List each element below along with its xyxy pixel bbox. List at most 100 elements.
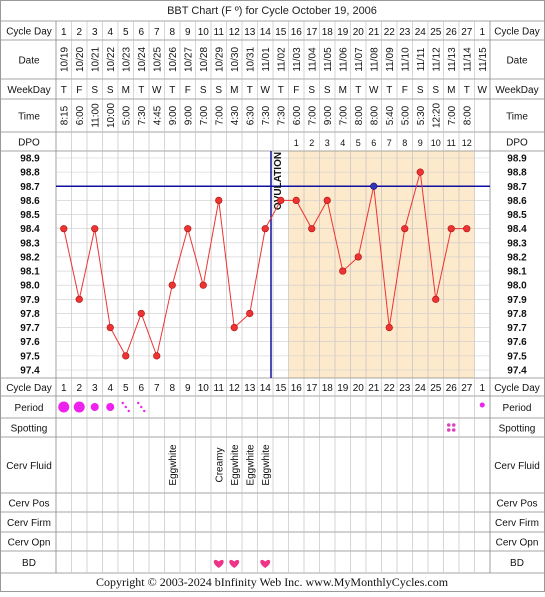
time-cell: 5:00 (400, 105, 411, 125)
cerv-fluid-cell: Creamy (214, 447, 225, 482)
date-cell: 10/31 (245, 47, 256, 72)
cycle-day-cell: 10 (198, 27, 210, 38)
row-label-right: Cerv Fluid (494, 461, 540, 472)
row-label-left: Date (18, 56, 40, 67)
period-medium-marker (106, 403, 115, 411)
weekday-cell: T (169, 85, 175, 96)
y-tick-label-left: 98.5 (20, 210, 40, 221)
row-label-left: Time (18, 112, 40, 123)
cycle-day-cell: 6 (138, 383, 144, 394)
date-cell: 10/23 (121, 47, 132, 72)
bd-heart-icon (229, 559, 240, 568)
date-cell: 10/21 (90, 47, 101, 72)
date-cell: 10/25 (152, 47, 163, 72)
cycle-day-cell: 18 (322, 27, 334, 38)
y-tick-label-left: 98.7 (20, 182, 40, 193)
time-cell: 4:30 (230, 105, 241, 125)
row-label-left: WeekDay (7, 85, 50, 96)
temperature-point (122, 352, 130, 360)
weekday-cell: T (386, 85, 392, 96)
y-tick-label-right: 97.8 (507, 309, 527, 320)
time-cell: 7:00 (199, 105, 210, 125)
date-cell: 11/01 (261, 47, 272, 72)
temperature-point (277, 196, 285, 204)
y-tick-label-right: 98.8 (507, 168, 527, 179)
date-cell: 11/04 (307, 47, 318, 72)
period-dot (140, 405, 143, 409)
time-cell: 5:30 (416, 105, 427, 125)
period-dot (124, 405, 127, 409)
temperature-point (246, 309, 254, 318)
cerv-fluid-cell: Eggwhite (230, 444, 241, 486)
copyright-text: Copyright © 2003-2024 bInfinity Web Inc.… (96, 575, 449, 589)
cerv-fluid-cell: Eggwhite (168, 444, 179, 486)
cycle-day-cell: 25 (430, 27, 442, 38)
date-cell: 11/09 (385, 47, 396, 72)
y-tick-label-left: 97.9 (20, 295, 40, 306)
cycle-day-cell: 13 (244, 383, 256, 394)
date-cell: 11/10 (400, 47, 411, 72)
period-dot (127, 409, 130, 413)
time-cell: 9:00 (168, 105, 179, 125)
row-label-left: Cerv Fluid (6, 461, 52, 472)
cycle-day-cell: 16 (291, 383, 303, 394)
temperature-point (137, 309, 145, 318)
cycle-day-cell: 9 (185, 383, 191, 394)
y-tick-label-left: 98.2 (20, 252, 40, 263)
y-tick-label-right: 97.5 (507, 351, 527, 362)
cycle-day-cell: 18 (322, 383, 334, 394)
date-cell: 10/24 (137, 47, 148, 72)
weekday-cell: T (464, 85, 470, 96)
cycle-day-cell: 20 (353, 383, 365, 394)
weekday-cell: T (61, 85, 67, 96)
temperature-point (292, 196, 300, 204)
cycle-day-cell: 2 (76, 383, 82, 394)
time-cell: 7:30 (261, 105, 272, 125)
temperature-point (354, 253, 362, 261)
weekday-cell: T (138, 85, 144, 96)
cycle-day-cell: 10 (198, 383, 210, 394)
temperature-point (370, 182, 378, 190)
period-dot (479, 402, 485, 408)
temperature-point (385, 324, 393, 332)
date-cell: 10/28 (199, 47, 210, 72)
y-tick-label-left: 98.4 (20, 224, 40, 235)
date-cell: 11/14 (462, 47, 473, 72)
row-label-right: Cycle Day (494, 27, 540, 38)
cycle-day-cell: 8 (169, 27, 175, 38)
dpo-cell: 7 (387, 138, 392, 148)
y-tick-label-left: 98.1 (20, 267, 40, 278)
row-label-left: DPO (18, 138, 40, 149)
cycle-day-cell: 17 (306, 383, 318, 394)
date-cell: 11/03 (292, 47, 303, 72)
cycle-day-cell: 1 (479, 383, 485, 394)
cycle-day-cell: 15 (275, 383, 287, 394)
row-label-right: BD (510, 558, 524, 569)
cycle-day-cell: 23 (399, 383, 411, 394)
date-cell: 10/22 (106, 47, 117, 72)
y-tick-label-left: 98.3 (20, 238, 40, 249)
weekday-cell: M (230, 85, 238, 96)
time-cell: 6:00 (75, 105, 86, 125)
cycle-day-cell: 4 (107, 27, 113, 38)
temperature-point (463, 225, 471, 233)
y-tick-label-right: 98.4 (507, 224, 527, 235)
dpo-cell: 9 (418, 138, 423, 148)
cycle-day-cell: 19 (337, 27, 349, 38)
spotting-marker (446, 423, 456, 432)
date-cell: 11/05 (323, 47, 334, 72)
y-tick-label-left: 98.6 (20, 196, 40, 207)
cycle-day-cell: 26 (446, 27, 458, 38)
cycle-day-cell: 14 (260, 383, 272, 394)
time-cell: 7:30 (137, 105, 148, 125)
weekday-cell: S (200, 85, 207, 96)
temperature-point (199, 281, 207, 289)
cerv-fluid-cell: Eggwhite (245, 444, 256, 486)
cycle-day-cell: 2 (76, 27, 82, 38)
temperature-point (184, 225, 192, 233)
time-cell: 5:40 (385, 105, 396, 125)
row-label-left: Spotting (11, 424, 48, 435)
y-tick-label-right: 98.5 (507, 210, 527, 221)
y-tick-label-right: 98.3 (507, 238, 527, 249)
cycle-day-cell: 23 (399, 27, 411, 38)
